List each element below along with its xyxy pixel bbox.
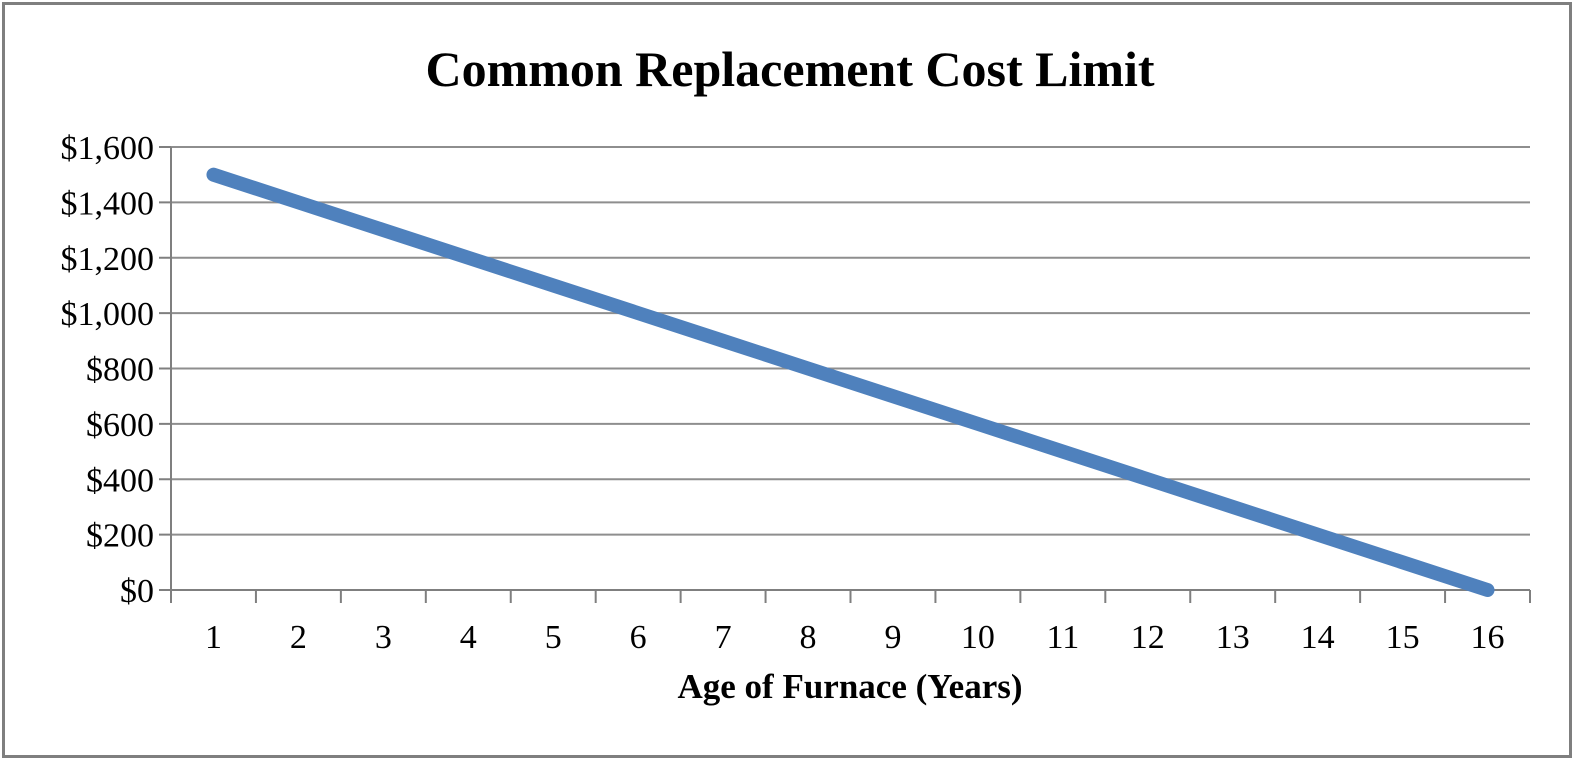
x-tick-label: 5 — [545, 619, 562, 656]
x-tick-label: 16 — [1471, 619, 1505, 656]
x-tick-label: 12 — [1131, 619, 1165, 656]
data-series — [206, 167, 1495, 597]
x-tick-label: 11 — [1046, 619, 1079, 656]
gridlines — [171, 146, 1530, 536]
y-tick-label: $0 — [120, 573, 154, 610]
x-tick-label: 7 — [715, 619, 732, 656]
y-tick-label: $1,200 — [61, 241, 155, 278]
x-tick-label: 9 — [884, 619, 901, 656]
x-tick-label: 2 — [290, 619, 307, 656]
cost-limit-line — [206, 167, 1495, 597]
tick-marks — [159, 146, 1531, 603]
x-axis-title: Age of Furnace (Years) — [677, 667, 1022, 706]
y-tick-label: $400 — [86, 462, 154, 499]
y-tick-label: $1,000 — [61, 296, 155, 333]
x-axis-tick-labels: 1 2 3 4 5 6 7 8 9 10 11 12 13 14 15 16 — [205, 619, 1505, 656]
x-tick-label: 15 — [1386, 619, 1420, 656]
chart-title: Common Replacement Cost Limit — [425, 41, 1154, 97]
x-tick-label: 14 — [1301, 619, 1335, 656]
x-tick-label: 10 — [961, 619, 995, 656]
y-tick-label: $1,600 — [61, 130, 155, 167]
line-chart: $0 $200 $400 $600 $800 $1,000 $1,200 $1,400 $1,6… — [61, 41, 1531, 706]
y-tick-label: $600 — [86, 407, 154, 444]
x-tick-label: 4 — [460, 619, 477, 656]
x-tick-label: 13 — [1216, 619, 1250, 656]
x-tick-label: 1 — [205, 619, 222, 656]
y-tick-label: $800 — [86, 352, 154, 389]
y-axis-tick-labels: $0 $200 $400 $600 $800 $1,000 $1,200 $1,400 $1,6… — [61, 130, 155, 610]
y-tick-label: $200 — [86, 518, 154, 555]
x-tick-label: 3 — [375, 619, 392, 656]
x-tick-label: 8 — [800, 619, 817, 656]
x-tick-label: 6 — [630, 619, 647, 656]
y-tick-label: $1,400 — [61, 185, 155, 222]
